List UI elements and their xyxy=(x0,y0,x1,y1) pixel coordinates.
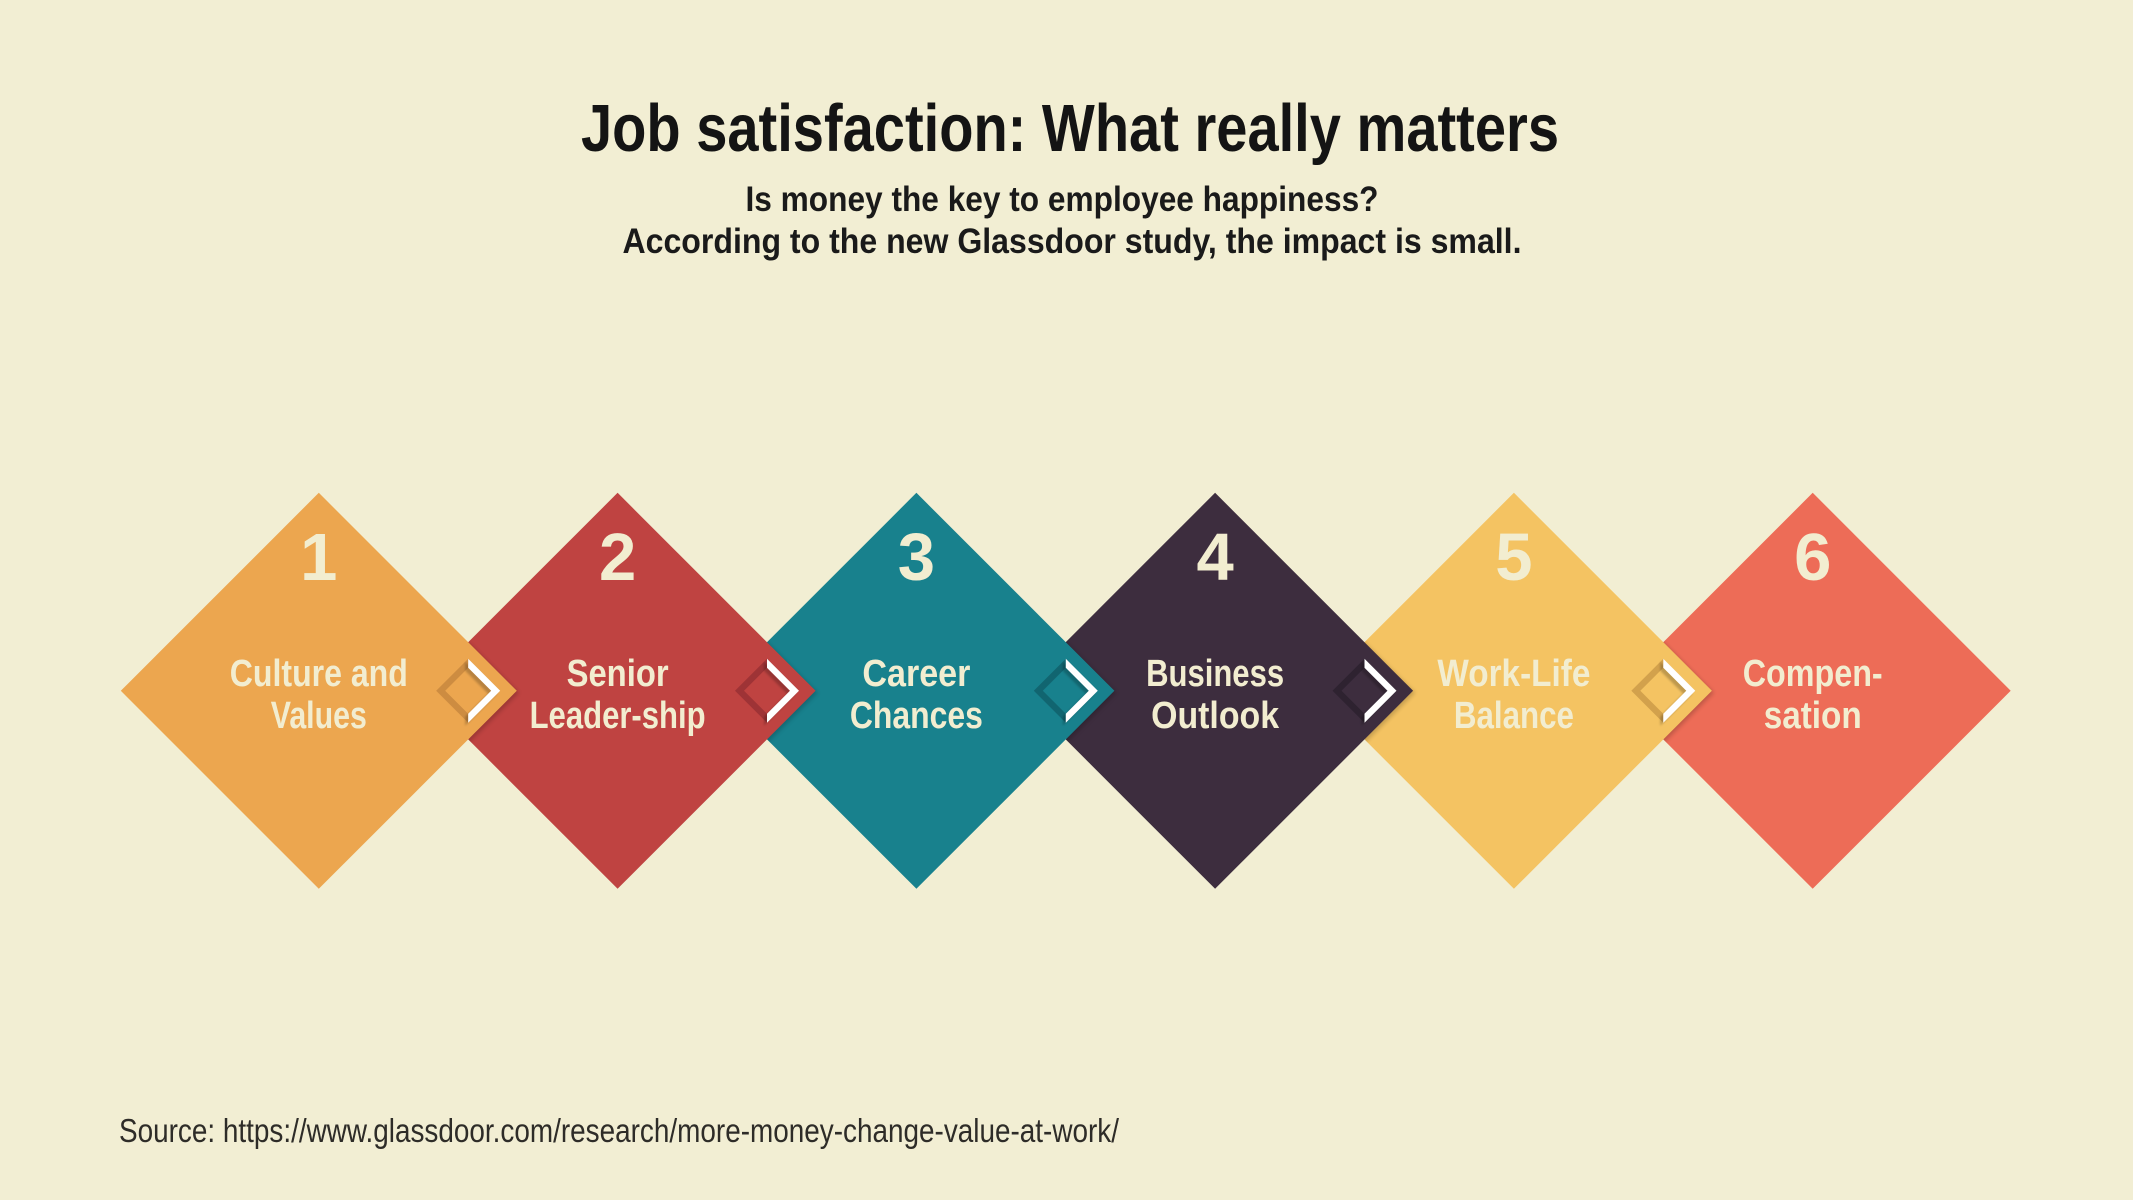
svg-text:5: 5 xyxy=(1495,520,1532,595)
svg-text:Is money the key to employee h: Is money the key to employee happiness? xyxy=(746,180,1379,219)
svg-text:6: 6 xyxy=(1794,520,1831,595)
svg-text:Business: Business xyxy=(1146,653,1284,695)
svg-text:Outlook: Outlook xyxy=(1151,695,1280,737)
svg-text:sation: sation xyxy=(1764,695,1862,737)
svg-text:2: 2 xyxy=(599,520,636,595)
svg-text:Senior: Senior xyxy=(567,653,669,695)
svg-text:Balance: Balance xyxy=(1454,695,1574,737)
svg-text:Chances: Chances xyxy=(850,695,983,737)
svg-text:Compen-: Compen- xyxy=(1743,653,1883,695)
svg-text:Culture and: Culture and xyxy=(230,653,408,695)
svg-text:Leader-ship: Leader-ship xyxy=(530,695,706,737)
svg-text:According to the new Glassdoor: According to the new Glassdoor study, th… xyxy=(623,222,1522,261)
svg-text:Job satisfaction: What really: Job satisfaction: What really matters xyxy=(581,91,1559,166)
svg-text:Career: Career xyxy=(862,653,970,695)
svg-text:4: 4 xyxy=(1196,520,1233,595)
svg-text:Source: https://www.glassdoor.: Source: https://www.glassdoor.com/resear… xyxy=(119,1112,1120,1149)
svg-text:Work-Life: Work-Life xyxy=(1437,653,1590,695)
svg-text:1: 1 xyxy=(300,520,337,595)
svg-text:3: 3 xyxy=(898,520,935,595)
svg-text:Values: Values xyxy=(271,695,367,737)
